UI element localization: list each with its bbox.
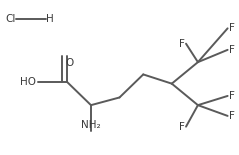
Text: F: F xyxy=(229,91,235,101)
Text: O: O xyxy=(65,58,74,68)
Text: NH₂: NH₂ xyxy=(81,120,101,130)
Text: Cl: Cl xyxy=(6,14,16,24)
Text: HO: HO xyxy=(20,77,36,87)
Text: F: F xyxy=(179,122,185,132)
Text: F: F xyxy=(229,111,235,121)
Text: F: F xyxy=(179,39,185,49)
Text: F: F xyxy=(229,23,235,33)
Text: H: H xyxy=(46,14,54,24)
Text: F: F xyxy=(229,45,235,55)
